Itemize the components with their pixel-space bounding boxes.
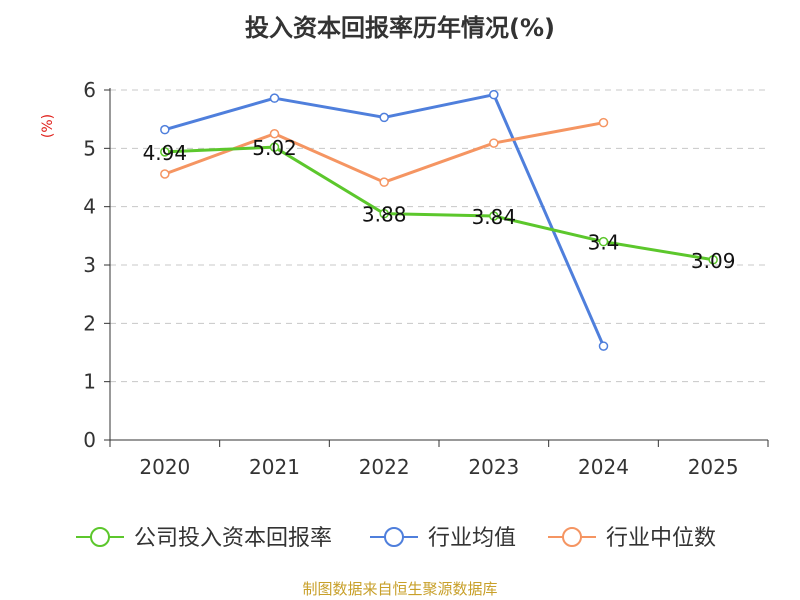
data-point xyxy=(160,124,170,135)
data-point xyxy=(489,89,499,100)
data-point xyxy=(489,211,499,221)
data-point xyxy=(160,147,170,157)
y-tick-label: 6 xyxy=(83,78,96,102)
legend-label: 公司投入资本回报率 xyxy=(134,526,332,551)
y-tick-label: 5 xyxy=(83,136,96,160)
chart-title: 投入资本回报率历年情况(%) xyxy=(245,14,555,42)
data-point xyxy=(598,236,609,247)
legend-swatch-marker xyxy=(562,527,582,547)
series-line xyxy=(164,121,604,184)
data-label: 3.4 xyxy=(588,231,620,255)
y-tick-label: 1 xyxy=(83,370,96,394)
data-point xyxy=(269,142,280,152)
data-point xyxy=(160,169,170,179)
data-point xyxy=(708,255,718,265)
legend-swatch-marker xyxy=(384,527,404,547)
y-tick-label: 3 xyxy=(83,253,96,277)
data-point xyxy=(598,117,609,128)
source-note: 制图数据来自恒生聚源数据库 xyxy=(302,580,498,598)
y-tick-label: 4 xyxy=(83,195,96,219)
legend-label: 行业中位数 xyxy=(606,526,716,551)
x-tick-label: 2020 xyxy=(139,455,190,479)
data-label: 4.94 xyxy=(143,141,188,165)
data-label: 3.84 xyxy=(472,205,517,229)
data-label: 3.88 xyxy=(362,203,407,227)
legend-label: 行业均值 xyxy=(428,526,516,551)
x-tick-label: 2022 xyxy=(359,455,410,479)
x-tick-label: 2024 xyxy=(578,455,629,479)
data-point xyxy=(269,93,280,103)
x-tick-label: 2025 xyxy=(688,455,739,479)
data-point xyxy=(379,177,389,187)
x-tick-label: 2021 xyxy=(249,455,300,479)
data-label: 3.09 xyxy=(691,249,736,273)
data-point xyxy=(269,129,280,139)
y-axis-label: (%) xyxy=(40,114,56,138)
data-label: 5.02 xyxy=(252,136,297,160)
data-point xyxy=(379,112,389,123)
x-tick-label: 2023 xyxy=(468,455,519,479)
data-point xyxy=(379,208,389,219)
series-line xyxy=(164,145,714,262)
data-point xyxy=(598,341,609,351)
legend-swatch-marker xyxy=(90,527,110,547)
y-tick-label: 0 xyxy=(83,428,96,452)
data-point xyxy=(489,138,499,148)
y-tick-label: 2 xyxy=(83,311,96,335)
